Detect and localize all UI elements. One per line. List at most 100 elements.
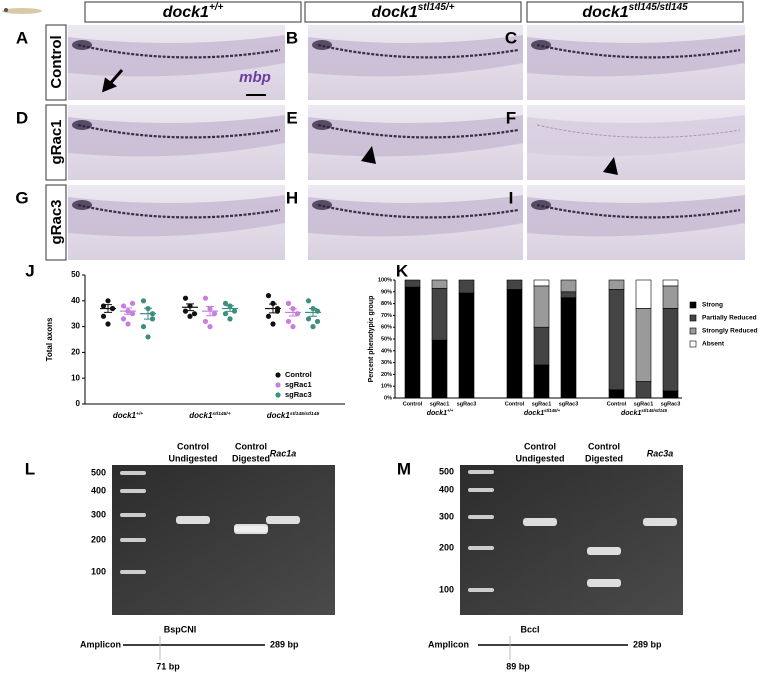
gel-band	[643, 518, 677, 526]
genotype: stl145/+	[212, 411, 230, 417]
data-point	[285, 300, 292, 306]
x-tick-label: sgRac1	[532, 401, 552, 407]
ladder-band	[468, 488, 494, 492]
data-point	[207, 324, 213, 330]
error-bar	[309, 308, 317, 317]
data-point	[202, 295, 209, 301]
data-point	[270, 300, 276, 306]
column-header: dock1stl145/stl145	[582, 2, 688, 21]
panel-letter: G	[15, 188, 28, 207]
ladder-band	[468, 546, 494, 550]
data-point	[314, 318, 321, 325]
data-point	[140, 324, 147, 330]
legend-swatch	[689, 327, 697, 335]
group-label: dock1stl145/stl145	[621, 408, 668, 417]
embryo-body	[527, 35, 745, 77]
bar-segment	[560, 297, 577, 399]
gel-band	[266, 516, 300, 524]
bar-segment	[458, 279, 475, 294]
x-tick-label: Control	[505, 401, 525, 407]
legend-label: Strong	[702, 302, 723, 309]
ladder-band	[120, 489, 146, 493]
gel-image	[112, 465, 335, 615]
ladder-label: 100	[439, 584, 454, 594]
gene-name: dock1	[582, 4, 628, 21]
bar-segment	[533, 326, 550, 366]
ladder-band	[468, 515, 494, 519]
y-tick-label: 20%	[381, 372, 392, 378]
gel-band	[587, 579, 621, 587]
arrowhead	[603, 157, 618, 175]
head-stain	[72, 120, 92, 130]
gene-name: dock1	[189, 411, 213, 420]
error-bar	[226, 305, 234, 312]
data-point	[310, 324, 316, 330]
data-point	[274, 308, 281, 314]
genotype: stl145/stl145	[629, 2, 688, 13]
data-point	[305, 298, 312, 304]
gene-name: dock1	[372, 4, 418, 21]
panel-letter: L	[25, 459, 35, 478]
panel-letter: B	[286, 28, 298, 47]
gel-band	[234, 526, 268, 534]
data-point	[120, 316, 127, 322]
gene-name: dock1	[427, 410, 447, 417]
group-label: dock1stl145/+	[524, 408, 561, 417]
bar-segment	[533, 364, 550, 399]
nerve-stain	[536, 43, 741, 59]
y-tick-label: 40%	[381, 348, 392, 354]
embryo-body	[527, 115, 745, 157]
data-point	[120, 303, 127, 309]
lane-label: Control	[524, 441, 556, 451]
gel-band	[587, 547, 621, 555]
bar-segment	[662, 308, 679, 392]
arrow	[101, 69, 124, 93]
bar-segment	[431, 279, 448, 289]
genotype: stl145/+	[418, 2, 455, 13]
row-label-box	[45, 104, 67, 181]
y-tick-label: 50%	[381, 336, 392, 342]
panel-letter: K	[396, 261, 409, 280]
head-stain	[72, 40, 92, 50]
ladder-label: 400	[439, 484, 454, 494]
x-tick-label: sgRac1	[634, 401, 654, 407]
lane-label: Control	[177, 441, 209, 451]
gel-band	[523, 518, 557, 526]
ladder-label: 200	[91, 534, 106, 544]
x-tick-label: dock1stl145/+	[189, 411, 231, 420]
data-point	[222, 311, 229, 317]
data-point	[265, 293, 272, 299]
legend-label: sgRac1	[285, 380, 312, 389]
data-point	[182, 295, 189, 301]
genotype: +/+	[447, 408, 454, 413]
ladder-band	[120, 513, 146, 517]
data-point	[231, 308, 238, 314]
column-header: dock1stl145/+	[372, 2, 455, 21]
enzyme-label: BccI	[520, 624, 539, 634]
arrowhead	[361, 146, 376, 164]
row-label-box	[45, 24, 67, 101]
lane-label: Digested	[232, 453, 270, 463]
bar-segment	[404, 279, 421, 288]
error-bar	[186, 303, 194, 312]
y-tick-label: 10%	[381, 384, 392, 390]
enzyme-label: BspCNI	[164, 624, 197, 634]
bar-segment	[608, 389, 625, 399]
error-bar	[144, 307, 152, 320]
data-point	[227, 316, 233, 322]
data-point	[265, 313, 272, 319]
bar-segment	[506, 279, 523, 290]
lane-label: Control	[235, 441, 267, 451]
y-tick-label: 20	[71, 348, 80, 357]
nerve-stain	[536, 124, 741, 138]
y-tick-label: 80%	[381, 301, 392, 307]
nerve-stain	[317, 123, 519, 139]
x-tick-label: sgRac3	[457, 401, 477, 407]
data-point	[149, 316, 156, 322]
row-label: Control	[48, 35, 65, 88]
row-label: gRac3	[48, 199, 65, 244]
y-tick-label: 30	[71, 322, 80, 331]
y-tick-label: 30%	[381, 360, 392, 366]
row-label-box	[45, 184, 67, 261]
head-stain	[531, 40, 551, 50]
